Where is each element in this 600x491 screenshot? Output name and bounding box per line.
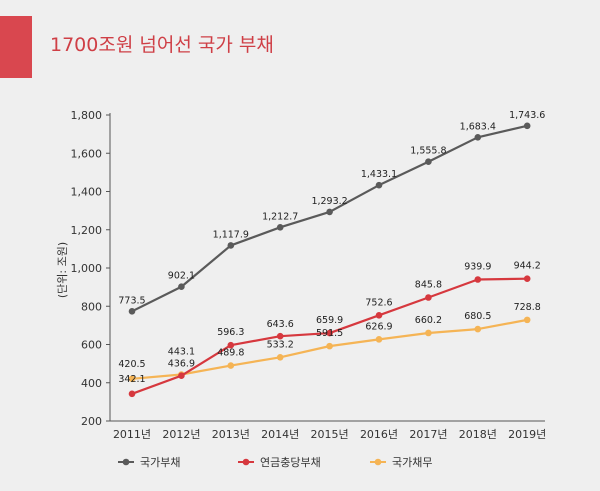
- data-point: [227, 362, 235, 369]
- chart-legend: 국가부채 연금충당부채 국가채무: [118, 456, 432, 469]
- data-point: [474, 325, 482, 333]
- y-tick-label: 800: [81, 300, 102, 313]
- legend-label: 국가부채: [140, 456, 180, 469]
- data-label: 752.6: [365, 297, 392, 308]
- legend-item: 연금충당부채: [238, 456, 321, 469]
- data-point: [425, 294, 432, 301]
- data-label: 773.5: [118, 295, 145, 306]
- y-tick-label: 1,000: [71, 262, 103, 275]
- data-label: 443.1: [168, 347, 195, 358]
- y-axis-label: (단위: 조원): [56, 242, 69, 298]
- data-label: 659.9: [316, 315, 343, 326]
- data-label: 626.9: [365, 321, 392, 332]
- data-label: 944.2: [514, 261, 541, 272]
- data-label: 660.2: [415, 315, 442, 326]
- data-label: 436.9: [168, 359, 195, 370]
- x-tick-label: 2014년: [261, 428, 299, 441]
- x-tick-label: 2018년: [459, 428, 497, 441]
- data-label: 939.9: [464, 261, 491, 272]
- chart-axes: 200 400 600 800 1,000 1,200 1,400 1,600 1,800 201…: [56, 109, 546, 441]
- data-label: 1,117.9: [213, 229, 249, 240]
- legend-swatch-marker: [242, 458, 250, 466]
- data-label: 489.8: [217, 348, 244, 359]
- data-point: [326, 329, 333, 337]
- x-tick-label: 2019년: [508, 428, 546, 441]
- data-point: [227, 341, 235, 349]
- data-point: [425, 158, 432, 166]
- legend-swatch-marker: [122, 458, 130, 466]
- data-label: 680.5: [464, 311, 491, 322]
- title-accent-block: [0, 16, 32, 78]
- data-label: 902.1: [168, 271, 195, 282]
- data-point: [227, 242, 235, 249]
- y-tick-label: 1,800: [71, 109, 103, 122]
- x-tick-label: 2016년: [360, 428, 398, 441]
- x-tick-label: 2017년: [409, 428, 447, 441]
- data-label: 591.5: [316, 328, 343, 339]
- data-label: 1,743.6: [509, 110, 545, 121]
- data-label: 342.1: [118, 374, 145, 385]
- y-tick-label: 600: [81, 339, 102, 352]
- data-point: [276, 353, 284, 361]
- data-point: [128, 390, 136, 398]
- data-label: 1,555.8: [410, 146, 446, 157]
- data-label: 1,293.2: [311, 196, 347, 207]
- data-label: 420.5: [118, 359, 145, 370]
- x-tick-label: 2012년: [162, 428, 200, 441]
- y-tick-label: 1,200: [71, 224, 103, 237]
- legend-swatch-marker: [374, 458, 382, 466]
- data-point: [178, 283, 185, 291]
- data-label: 533.2: [267, 339, 294, 350]
- data-point: [523, 316, 531, 324]
- data-point: [326, 208, 333, 216]
- x-tick-label: 2011년: [113, 428, 151, 441]
- y-tick-label: 1,600: [71, 147, 103, 160]
- x-tick-label: 2013년: [212, 428, 250, 441]
- data-label: 728.8: [514, 302, 541, 313]
- data-label: 1,433.1: [361, 169, 397, 180]
- data-label: 596.3: [217, 327, 244, 338]
- data-point: [375, 336, 383, 343]
- data-labels-layer: 773.5 902.1 1,117.9 1,212.7 1,293.2 1,433.1 1,…: [118, 110, 545, 385]
- data-label: 845.8: [415, 279, 442, 290]
- data-point: [375, 181, 383, 189]
- data-label: 1,212.7: [262, 211, 298, 222]
- data-label: 1,683.4: [460, 121, 496, 132]
- data-point: [276, 332, 284, 340]
- y-tick-label: 400: [81, 377, 102, 390]
- data-point: [474, 133, 482, 141]
- x-tick-label: 2015년: [311, 428, 349, 441]
- y-tick-label: 1,400: [71, 186, 103, 199]
- legend-label: 연금충당부채: [260, 456, 321, 469]
- data-point: [276, 224, 284, 231]
- y-tick-label: 200: [81, 415, 102, 428]
- chart-title: 1700조원 넘어선 국가 부채: [50, 34, 274, 56]
- series-layer: [128, 122, 531, 398]
- data-point: [425, 329, 432, 337]
- legend-item: 국가채무: [370, 456, 432, 469]
- legend-item: 국가부채: [118, 456, 180, 469]
- data-point: [375, 312, 383, 319]
- data-point: [523, 275, 531, 282]
- data-point: [128, 308, 136, 315]
- data-point: [178, 372, 185, 379]
- data-point: [523, 122, 531, 130]
- data-point: [326, 342, 333, 350]
- legend-label: 국가채무: [392, 456, 432, 469]
- data-label: 643.6: [267, 319, 294, 330]
- data-point: [474, 276, 482, 283]
- data-point: [128, 375, 136, 383]
